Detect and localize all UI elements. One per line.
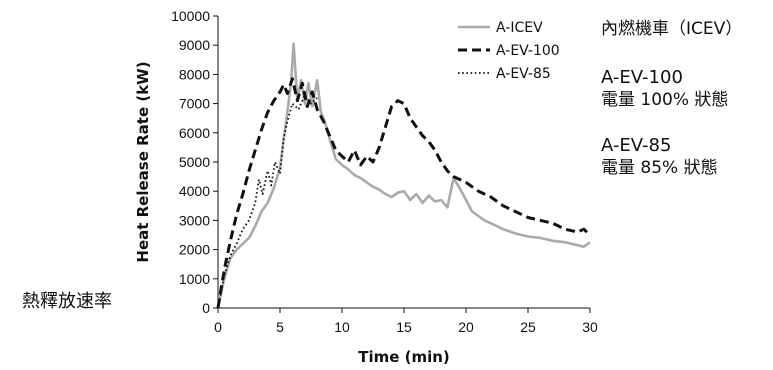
legend-label-a-icev: A-ICEV [496,20,543,36]
y-tick-label: 10000 [171,8,210,24]
series-layer [216,42,592,309]
annotation-ev85: A-EV-85 電量 85% 狀態 [601,134,718,180]
legend-label-a-ev-100: A-EV-100 [496,43,560,59]
y-tick-label: 8000 [179,66,210,82]
y-tick-label: 0 [202,300,210,316]
y-tick-label: 9000 [179,37,210,53]
annotation-ev100-desc: 電量 100% 狀態 [601,90,729,110]
annotation-icev: 內燃機車（ICEV） [601,19,743,39]
x-tick-label: 15 [396,319,412,335]
x-tick-label: 25 [520,319,536,335]
x-tick-label: 20 [458,319,474,335]
y-tick-label: 3000 [179,212,210,228]
y-axis-title: Heat Release Rate (kW) [134,61,152,262]
y-tick-label: 5000 [179,154,210,170]
y-tick-label: 1000 [179,271,210,287]
legend-label-a-ev-85: A-EV-85 [496,66,551,82]
legend: A-ICEV A-EV-100 A-EV-85 [458,20,560,82]
x-tick-label: 10 [334,319,350,335]
series-line-a-ev-100 [216,77,592,309]
annotation-heat-release-rate: 熱釋放速率 [22,291,112,312]
series-line-a-icev [216,42,591,309]
y-tick-label: 6000 [179,125,210,141]
y-tick-label: 7000 [179,96,210,112]
annotation-ev85-desc: 電量 85% 狀態 [601,158,718,178]
x-tick-label: 5 [276,319,284,335]
axes: 0100020003000400050006000700080009000100… [171,8,598,335]
y-tick-label: 2000 [179,242,210,258]
x-tick-label: 0 [214,319,222,335]
x-axis-title: Time (min) [358,348,450,366]
annotation-ev100: A-EV-100 電量 100% 狀態 [601,66,728,112]
y-tick-label: 4000 [179,183,210,199]
x-tick-label: 30 [582,319,598,335]
annotation-ev85-name: A-EV-85 [601,135,672,156]
annotation-ev100-name: A-EV-100 [601,67,683,88]
